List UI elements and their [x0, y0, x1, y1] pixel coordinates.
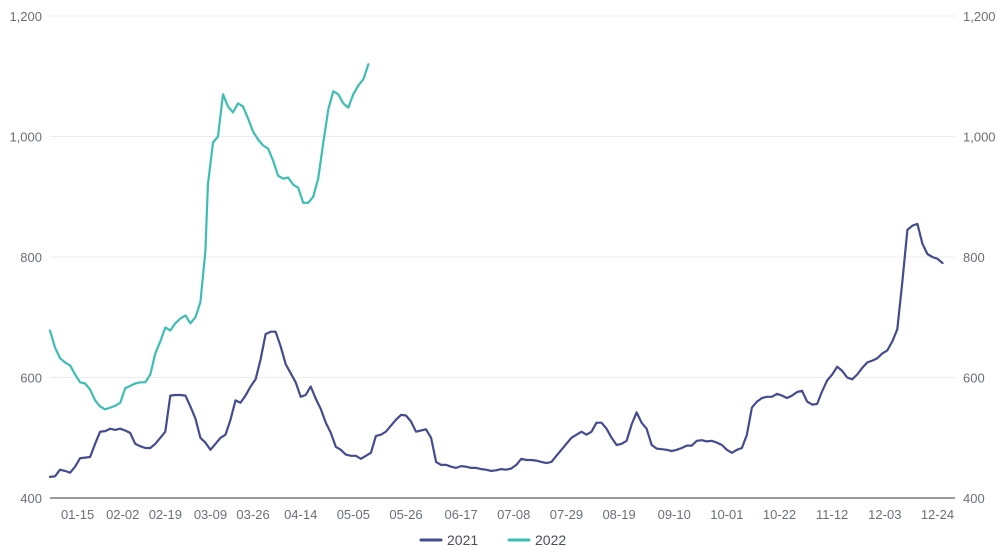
y-tick-label-left: 1,200 [9, 9, 42, 24]
x-tick-label: 04-14 [284, 507, 317, 522]
x-tick-label: 06-17 [445, 507, 478, 522]
legend-item-2022: 2022 [507, 532, 566, 548]
x-tick-label: 05-05 [337, 507, 370, 522]
x-axis: 01-15 02-02 02-19 03-09 03-26 04-14 05-05 05-26… [61, 507, 954, 522]
legend-label: 2022 [535, 532, 566, 548]
y-tick-label-right: 1,000 [963, 130, 996, 145]
x-tick-label: 01-15 [61, 507, 94, 522]
x-tick-label: 10-22 [763, 507, 796, 522]
y-tick-label-left: 600 [20, 371, 42, 386]
x-tick-label: 12-24 [921, 507, 954, 522]
legend-label: 2021 [447, 532, 478, 548]
y-tick-label-left: 800 [20, 250, 42, 265]
y-tick-label-right: 1,200 [963, 9, 996, 24]
series-lines [48, 63, 944, 478]
legend-item-2021: 2021 [419, 532, 478, 548]
y-tick-label-right: 800 [963, 250, 985, 265]
x-tick-label: 07-29 [550, 507, 583, 522]
x-tick-label: 11-12 [816, 507, 848, 522]
x-tick-label: 08-19 [602, 507, 635, 522]
grid-lines [50, 15, 955, 378]
x-tick-label: 03-26 [236, 507, 269, 522]
x-tick-label: 09-10 [658, 507, 691, 522]
series-line-2021 [48, 222, 944, 478]
y-tick-label-left: 400 [20, 491, 42, 506]
x-tick-label: 02-19 [149, 507, 182, 522]
x-tick-label: 02-02 [106, 507, 139, 522]
y-tick-label-right: 400 [963, 491, 985, 506]
x-tick-label: 05-26 [389, 507, 422, 522]
x-tick-label: 12-03 [868, 507, 901, 522]
series-line-2022 [48, 63, 370, 411]
legend: 2021 2022 [419, 532, 566, 548]
y-axis-right: 400 600 800 1,000 1,200 [963, 9, 996, 506]
x-tick-label: 10-01 [710, 507, 743, 522]
x-tick-label: 07-08 [497, 507, 530, 522]
y-tick-label-right: 600 [963, 371, 985, 386]
y-tick-label-left: 1,000 [9, 130, 42, 145]
y-axis-left: 400 600 800 1,000 1,200 [9, 9, 42, 506]
x-tick-label: 03-09 [194, 507, 227, 522]
